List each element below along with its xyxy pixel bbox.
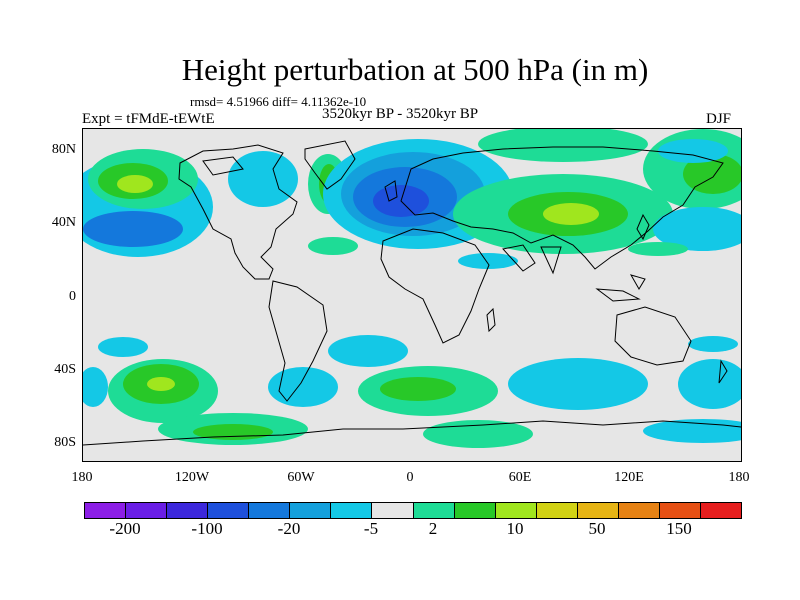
coastlines <box>83 140 741 446</box>
colorbar-swatch <box>536 503 578 518</box>
experiment-label: Expt = tFMdE-tEWtE <box>82 111 215 127</box>
lat-label: 40N <box>51 215 76 230</box>
colorbar-swatch <box>454 503 496 518</box>
lat-label: 80S <box>54 435 76 450</box>
colorbar-label: -20 <box>277 519 301 538</box>
colorbar-label: 150 <box>666 519 692 538</box>
colorbar-swatch <box>331 503 373 518</box>
stats-line: rmsd= 4.51966 diff= 4.11362e-10 <box>190 94 367 109</box>
colorbar-swatch <box>167 503 209 518</box>
colorbar-label: 50 <box>588 519 606 538</box>
lon-label: 0 <box>406 470 414 485</box>
lon-label: 180 <box>728 470 750 485</box>
colorbar-swatch <box>208 503 250 518</box>
colorbar-label: -200 <box>109 519 141 538</box>
colorbar-swatch <box>126 503 168 518</box>
anomaly-fields <box>83 129 741 448</box>
colorbar-swatch <box>659 503 701 518</box>
colorbar-label: 2 <box>428 519 438 538</box>
lon-label: 60E <box>508 470 532 485</box>
lon-label: 180 <box>71 470 93 485</box>
colorbar-swatch <box>290 503 332 518</box>
contour-map <box>83 129 741 461</box>
colorbar-swatch <box>577 503 619 518</box>
season-label: DJF <box>706 111 732 127</box>
lat-label: 80N <box>51 142 76 157</box>
colorbar-label: 10 <box>506 519 524 538</box>
plot-title: Height perturbation at 500 hPa (in m) <box>181 52 649 87</box>
colorbar-swatch <box>85 503 127 518</box>
colorbar-label: -100 <box>191 519 223 538</box>
colorbar-swatch <box>495 503 537 518</box>
lat-label: 40S <box>54 362 76 377</box>
colorbar-swatch <box>413 503 455 518</box>
colorbar-swatch <box>618 503 660 518</box>
colorbar-label: -5 <box>363 519 379 538</box>
colorbar-swatch <box>249 503 291 518</box>
colorbar <box>84 502 742 519</box>
map-panel <box>82 128 742 462</box>
lat-label: 0 <box>69 289 76 304</box>
lon-label: 120W <box>174 470 210 485</box>
lon-label: 120E <box>614 470 644 485</box>
colorbar-swatch <box>700 503 741 518</box>
colorbar-swatch <box>372 503 414 518</box>
period-label: 3520kyr BP - 3520kyr BP <box>322 106 479 122</box>
lon-label: 60W <box>287 470 315 485</box>
